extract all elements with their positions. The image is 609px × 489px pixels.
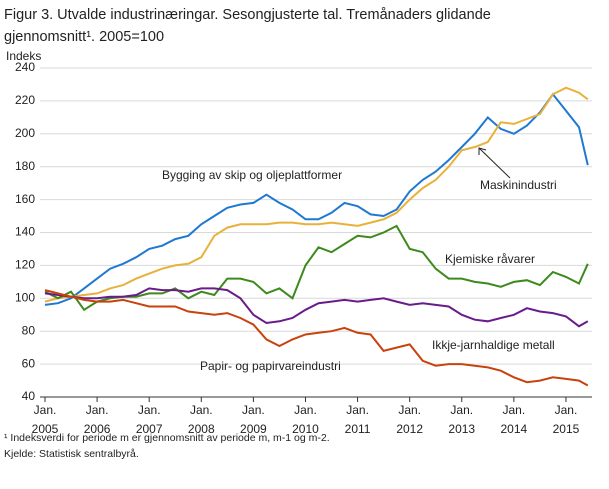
source: Kjelde: Statistisk sentralbyrå.	[4, 448, 139, 460]
x-tick-label: 2009	[240, 422, 267, 436]
x-tick-label: 2014	[501, 422, 528, 436]
x-tick-label: 2005	[32, 422, 59, 436]
x-tick-label: Jan.	[555, 403, 578, 417]
y-tick-label: 80	[22, 323, 36, 337]
x-tick-label: Jan.	[450, 403, 473, 417]
x-tick-label: 2007	[136, 422, 163, 436]
y-tick-label: 60	[22, 356, 36, 370]
x-tick-label: Jan.	[34, 403, 57, 417]
x-tick-label: 2012	[396, 422, 423, 436]
x-tick-label: Jan.	[398, 403, 421, 417]
y-tick-label: 200	[15, 126, 35, 140]
series-line	[44, 86, 589, 303]
series-label: Papir- og papirvareindustri	[200, 359, 341, 373]
series-line	[44, 287, 589, 328]
grid	[40, 67, 592, 398]
y-tick-label: 100	[15, 290, 35, 304]
x-tick-label: Jan.	[242, 403, 265, 417]
y-tick-label: 120	[15, 258, 35, 272]
footnote: ¹ Indeksverdi for periode m er gjennomsn…	[4, 432, 330, 444]
series-line	[44, 289, 589, 387]
chart-title: gjennomsnitt¹. 2005=100	[4, 29, 164, 45]
x-tick-label: Jan.	[346, 403, 369, 417]
chart-title: Figur 3. Utvalde industrinæringar. Seson…	[4, 7, 491, 23]
series-label: Bygging av skip og oljeplattformer	[162, 168, 342, 182]
x-tick-label: Jan.	[86, 403, 109, 417]
x-tick-label: 2010	[292, 422, 319, 436]
x-tick-label: Jan.	[294, 403, 317, 417]
x-tick-label: 2015	[553, 422, 580, 436]
x-tick-label: 2008	[188, 422, 215, 436]
x-tick-label: 2011	[345, 422, 371, 436]
y-tick-label: 40	[22, 389, 36, 403]
x-tick-label: Jan.	[503, 403, 526, 417]
annotation-arrow	[478, 147, 511, 179]
x-tick-label: Jan.	[190, 403, 213, 417]
x-tick-label: 2013	[448, 422, 475, 436]
x-tick-label: 2006	[84, 422, 111, 436]
series-line	[44, 92, 589, 306]
y-tick-label: 160	[15, 192, 35, 206]
x-tick-label: Jan.	[138, 403, 161, 417]
y-tick-label: 180	[15, 159, 35, 173]
y-axis-label: Indeks	[6, 49, 41, 63]
y-tick-label: 240	[15, 60, 35, 74]
y-tick-label: 220	[15, 93, 35, 107]
annotation-arrowhead	[478, 147, 487, 155]
series-label: Ikkje-jarnhaldige metall	[432, 338, 555, 352]
series-line	[44, 224, 589, 312]
series-label: Maskinindustri	[480, 178, 557, 192]
series-label: Kjemiske råvarer	[445, 252, 535, 266]
y-tick-label: 140	[15, 225, 35, 239]
